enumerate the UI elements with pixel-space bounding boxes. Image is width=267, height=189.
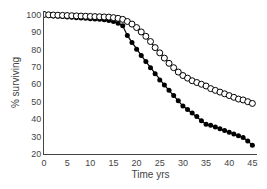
svg-text:20: 20 [31, 149, 41, 159]
svg-text:Time yrs: Time yrs [132, 169, 170, 180]
svg-text:30: 30 [178, 158, 188, 168]
svg-text:100: 100 [26, 10, 41, 20]
svg-text:60: 60 [31, 79, 41, 89]
svg-text:40: 40 [31, 114, 41, 124]
svg-text:70: 70 [31, 62, 41, 72]
svg-text:10: 10 [85, 158, 95, 168]
svg-text:90: 90 [31, 27, 41, 37]
svg-text:15: 15 [108, 158, 118, 168]
svg-text:35: 35 [201, 158, 211, 168]
svg-text:50: 50 [31, 97, 41, 107]
svg-text:5: 5 [65, 158, 70, 168]
svg-text:% surviving: % surviving [10, 57, 21, 108]
svg-text:80: 80 [31, 45, 41, 55]
svg-text:30: 30 [31, 132, 41, 142]
svg-text:0: 0 [41, 158, 46, 168]
svg-text:25: 25 [155, 158, 165, 168]
svg-text:45: 45 [247, 158, 257, 168]
svg-text:20: 20 [132, 158, 142, 168]
svg-text:40: 40 [224, 158, 234, 168]
